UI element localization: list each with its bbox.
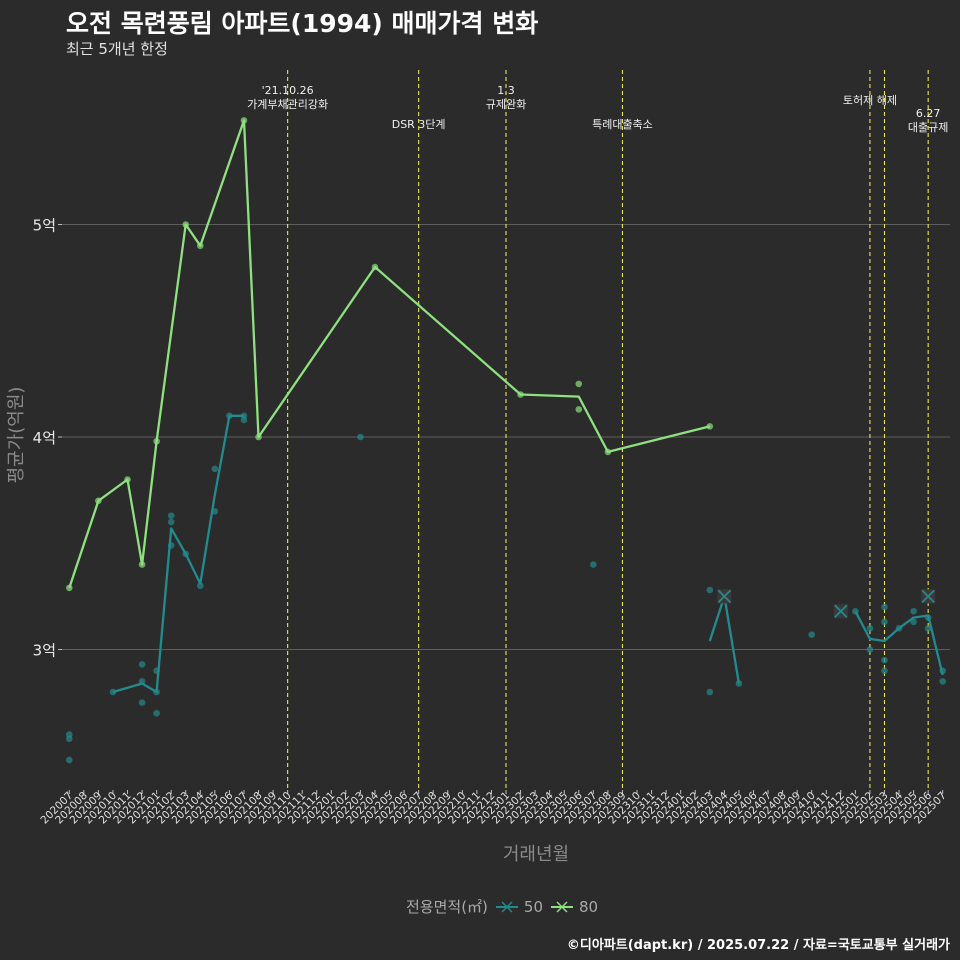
data-point-80 [575,380,583,388]
legend-title: 전용면적(㎡) [406,898,488,916]
data-point-50 [939,678,947,685]
chart-subtitle: 최근 5개년 한정 [66,40,168,58]
data-point-50 [881,667,888,675]
data-point-50 [590,561,597,568]
data-point-80 [706,423,714,430]
data-point-50 [211,465,219,473]
data-point-50 [196,582,204,590]
series-line-80 [68,119,711,589]
event-label: 특례대출축소 [592,118,653,131]
y-tick-label: 4억 [33,429,56,447]
legend-label-80: 80 [579,897,599,916]
data-point-50 [240,416,248,424]
data-point-50 [881,603,888,611]
event-label: 가계부채관리강화 [247,98,328,111]
data-point-50 [706,688,714,696]
data-point-50 [910,607,917,615]
data-point-50 [881,618,888,626]
data-point-50 [65,735,73,743]
cross-marker [834,604,848,618]
legend: 전용면적(㎡) 50 80 [406,896,598,917]
legend-key-80: 80 [551,898,598,916]
data-point-50 [881,656,888,664]
data-point-50 [706,586,714,594]
event-label: 6.27 [916,107,941,120]
data-point-50 [735,680,743,687]
legend-key-50: 50 [495,897,543,916]
event-label: DSR 3단계 [392,118,446,131]
event-label: '21.10.26 [262,84,314,97]
data-point-80 [575,406,583,413]
series-line-50 [854,610,944,676]
data-point-50 [808,631,816,638]
data-point-50 [153,709,160,717]
data-point-50 [138,699,146,706]
event-label: 토허제 해제 [843,93,897,107]
data-point-50 [167,518,175,526]
event-label: 대출규제 [908,121,948,134]
y-tick-label: 5억 [33,217,56,235]
data-point-50 [357,433,364,441]
y-tick-label: 3억 [33,642,56,660]
event-label: 규제완화 [486,98,526,111]
x-axis-label: 거래년월 [503,844,569,865]
data-point-50 [138,661,146,668]
legend-swatch-50-icon [495,900,518,913]
data-point-50 [65,756,73,764]
event-label: 1.3 [497,84,515,97]
cross-marker [717,589,731,604]
series-line-50 [112,414,244,694]
legend-label-50: 50 [523,897,543,916]
chart-title: 오전 목련풍림 아파트(1994) 매매가격 변화 [66,9,539,38]
y-axis-label: 평균가(억원) [6,387,27,484]
series-line-50 [708,595,741,684]
data-point-50 [866,646,874,653]
caption: ©디아파트(dapt.kr) / 2025.07.22 / 자료=국토교통부 실… [566,938,950,953]
data-point-50 [167,512,175,519]
data-point-50 [866,624,874,632]
cross-marker [921,589,935,604]
legend-swatch-80-icon [551,900,573,913]
